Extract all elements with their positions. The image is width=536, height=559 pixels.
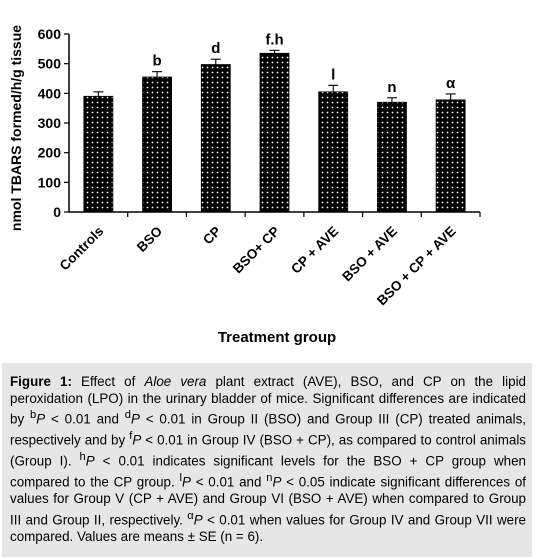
x-tick-label: BSO [134, 224, 165, 255]
caption-text-3: < 0.01 and [45, 411, 125, 427]
y-tick-label: 0 [53, 204, 61, 220]
bar [83, 95, 114, 213]
caption-p-6: P [272, 474, 282, 490]
y-axis-ticks: 0 100 200 300 400 500 600 [38, 26, 69, 220]
x-tick-label: Controls [57, 224, 107, 274]
figure-caption: Figure 1: Effect of Aloe vera plant extr… [10, 374, 526, 546]
caption-text-9: < 0.01 when values for Group IV and Grou… [10, 512, 526, 545]
bar [435, 99, 466, 213]
caption-sup-h: h [79, 451, 86, 464]
y-tick-label: 400 [38, 85, 62, 101]
caption-sup-b: b [30, 409, 37, 422]
caption-p-5: P [181, 474, 191, 490]
caption-p-2: P [130, 411, 140, 427]
significance-annotation: f.h [265, 31, 283, 48]
bars: b d f.h l n α [83, 31, 466, 213]
y-tick-label: 300 [38, 115, 62, 131]
significance-annotation: b [152, 53, 161, 70]
significance-annotation: n [387, 79, 396, 96]
significance-annotation: l [331, 66, 335, 83]
caption-text-5: < 0.01 in Group IV (BSO + CP), as compar… [10, 432, 526, 469]
caption-species: Aloe vera [144, 374, 207, 389]
x-tick-label: BSO + AVE [339, 224, 400, 285]
caption-text-7: < 0.01 and [190, 474, 267, 490]
caption-text-8: < 0.05 indicate significant differences … [10, 474, 526, 528]
y-tick-label: 500 [38, 56, 62, 72]
significance-annotation: d [211, 40, 220, 57]
caption-p-3: P [132, 432, 142, 448]
caption-text-1: Effect of [71, 374, 145, 389]
caption-p-1: P [36, 411, 46, 427]
x-tick-label: CP [200, 224, 224, 248]
x-axis-label: Treatment group [218, 329, 336, 346]
caption-label: Figure 1: [10, 374, 72, 389]
bar [259, 52, 290, 213]
bar [200, 64, 231, 213]
bar [377, 101, 407, 213]
x-tick-label: BSO+ CP [230, 224, 283, 277]
caption-sup-d: d [124, 409, 131, 422]
y-axis-label: nmol TBARS formed/h/g tissue [8, 25, 24, 231]
caption-sup-n: n [266, 472, 273, 485]
caption-text-2: plant extract (AVE), BSO, and CP on the … [10, 374, 526, 427]
caption-sup-f: f [129, 430, 133, 443]
caption-text-4: < 0.01 in Group II (BSO) and Group III (… [10, 411, 527, 448]
x-tick-label: CP + AVE [288, 224, 341, 277]
caption-p-7: P [193, 512, 203, 528]
bar [142, 76, 172, 213]
bar-chart: nmol TBARS formed/h/g tissue 0 100 200 300 4… [8, 25, 481, 346]
caption-p-4: P [85, 453, 95, 469]
caption-sup-alpha: α [187, 510, 194, 523]
y-tick-label: 100 [38, 174, 62, 190]
figure-caption-box: Figure 1: Effect of Aloe vera plant extr… [2, 363, 532, 557]
significance-annotation: α [446, 75, 456, 92]
y-tick-label: 200 [38, 145, 62, 161]
caption-sup-l: l [179, 472, 182, 485]
bar [318, 91, 349, 213]
caption-text-6: < 0.01 indicates significant levels for … [10, 453, 526, 490]
y-tick-label: 600 [38, 26, 62, 42]
